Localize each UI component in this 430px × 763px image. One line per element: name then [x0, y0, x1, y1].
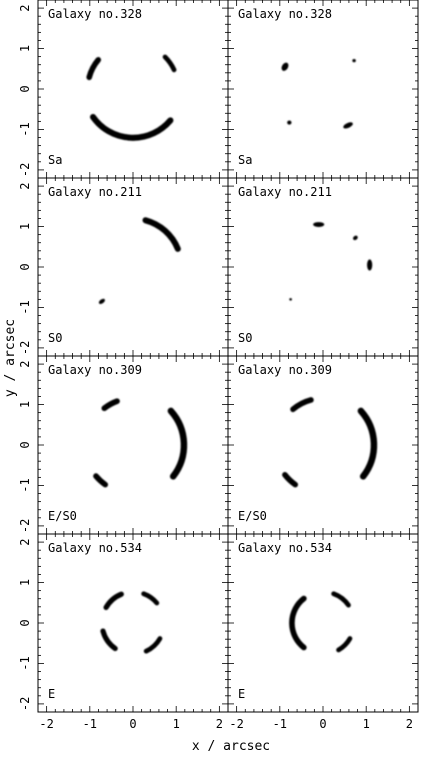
x-tick-label: 0 — [319, 717, 326, 731]
panel-frame — [227, 0, 419, 179]
lens-images — [100, 591, 163, 654]
galaxy-label: Galaxy no.211 — [48, 185, 142, 199]
y-tick-label: 0 — [18, 619, 32, 626]
lensed-image — [313, 222, 325, 227]
lens-panel: Galaxy no.309 E/S0 — [227, 355, 419, 535]
x-tick-label: -2 — [229, 717, 243, 731]
lens-images — [93, 398, 188, 488]
lensed-image — [353, 235, 358, 241]
galaxy-label: Galaxy no.534 — [48, 541, 142, 555]
y-tick-label: -1 — [18, 656, 32, 670]
y-tick-label: -1 — [18, 122, 32, 136]
y-tick-label: 2 — [18, 4, 32, 11]
lensed-arc — [142, 217, 181, 252]
lens-panel: Galaxy no.534 E — [227, 533, 419, 713]
x-tick-label: 2 — [216, 717, 223, 731]
panel-frame — [227, 177, 419, 357]
lens-panel: Galaxy no.534 E — [37, 533, 229, 713]
y-tick-label: -1 — [18, 300, 32, 314]
lensed-arc — [141, 591, 160, 606]
lensed-image — [289, 298, 292, 301]
lensed-arc — [90, 113, 174, 141]
lens-images — [281, 59, 356, 129]
y-tick-label: 1 — [18, 401, 32, 408]
galaxy-label: Galaxy no.328 — [238, 7, 332, 21]
y-tick-label: 0 — [18, 441, 32, 448]
y-tick-label: -2 — [18, 163, 32, 177]
galaxy-type-label: S0 — [238, 331, 252, 345]
lensed-image — [98, 298, 105, 304]
y-tick-label: 1 — [18, 223, 32, 230]
y-tick-label: 2 — [18, 182, 32, 189]
lensed-arc — [162, 54, 177, 73]
lensed-arc — [357, 407, 378, 480]
y-tick-label: 2 — [18, 538, 32, 545]
galaxy-label: Galaxy no.309 — [48, 363, 142, 377]
lens-images — [289, 222, 373, 301]
lensed-image — [281, 62, 289, 71]
lens-images — [282, 397, 378, 488]
y-tick-label: -2 — [18, 519, 32, 533]
lensed-image — [352, 59, 356, 63]
lensed-arc — [282, 471, 299, 488]
lens-panel: Galaxy no.328 Sa — [227, 0, 419, 179]
x-tick-label: -2 — [39, 717, 53, 731]
galaxy-label: Galaxy no.211 — [238, 185, 332, 199]
y-tick-label: 1 — [18, 45, 32, 52]
lensed-arc — [289, 595, 307, 651]
lensed-arc — [290, 397, 314, 413]
lensed-arc — [93, 473, 109, 488]
galaxy-type-label: S0 — [48, 331, 62, 345]
y-tick-label: 1 — [18, 579, 32, 586]
galaxy-type-label: Sa — [48, 153, 62, 167]
lens-panel: Galaxy no.309 E/S0 — [37, 355, 229, 535]
panel-frame — [37, 0, 229, 179]
x-tick-label: 0 — [129, 717, 136, 731]
galaxy-type-label: E/S0 — [48, 509, 77, 523]
panel-frame — [37, 355, 229, 535]
lens-images — [98, 217, 181, 304]
lensed-image — [343, 122, 353, 129]
lensed-arc — [101, 398, 120, 412]
x-tick-label: -1 — [83, 717, 97, 731]
y-tick-label: -2 — [18, 697, 32, 711]
lensed-arc — [143, 636, 163, 654]
lens-panel: Galaxy no.328 Sa — [37, 0, 229, 179]
lens-panel: Galaxy no.211 S0 — [37, 177, 229, 357]
lens-panel: Galaxy no.211 S0 — [227, 177, 419, 357]
panel-frame — [227, 355, 419, 535]
panel-frame — [37, 177, 229, 357]
lensed-arc — [103, 591, 124, 611]
x-tick-label: 2 — [406, 717, 413, 731]
panel-frame — [227, 533, 419, 713]
lensed-arc — [86, 57, 102, 81]
lensed-arc — [167, 407, 188, 480]
galaxy-type-label: E/S0 — [238, 509, 267, 523]
y-tick-label: 0 — [18, 263, 32, 270]
lens-images — [86, 54, 177, 141]
y-tick-label: 2 — [18, 360, 32, 367]
lensed-arc — [336, 636, 353, 653]
galaxy-label: Galaxy no.309 — [238, 363, 332, 377]
galaxy-type-label: E — [238, 687, 245, 701]
panel-frame — [37, 533, 229, 713]
x-tick-label: 1 — [363, 717, 370, 731]
galaxy-label: Galaxy no.328 — [48, 7, 142, 21]
y-tick-label: -2 — [18, 341, 32, 355]
galaxy-type-label: Sa — [238, 153, 252, 167]
x-tick-label: 1 — [173, 717, 180, 731]
galaxy-label: Galaxy no.534 — [238, 541, 332, 555]
lensed-image — [367, 259, 373, 271]
lensed-arc — [100, 628, 118, 652]
x-axis-label: x / arcsec — [192, 739, 270, 754]
y-tick-label: -1 — [18, 478, 32, 492]
lens-images — [289, 591, 353, 653]
galaxy-type-label: E — [48, 687, 55, 701]
lensed-arc — [331, 591, 351, 608]
y-axis-label: y / arcsec — [3, 319, 18, 397]
x-tick-label: -1 — [273, 717, 287, 731]
y-tick-label: 0 — [18, 85, 32, 92]
lensed-image — [287, 120, 292, 125]
